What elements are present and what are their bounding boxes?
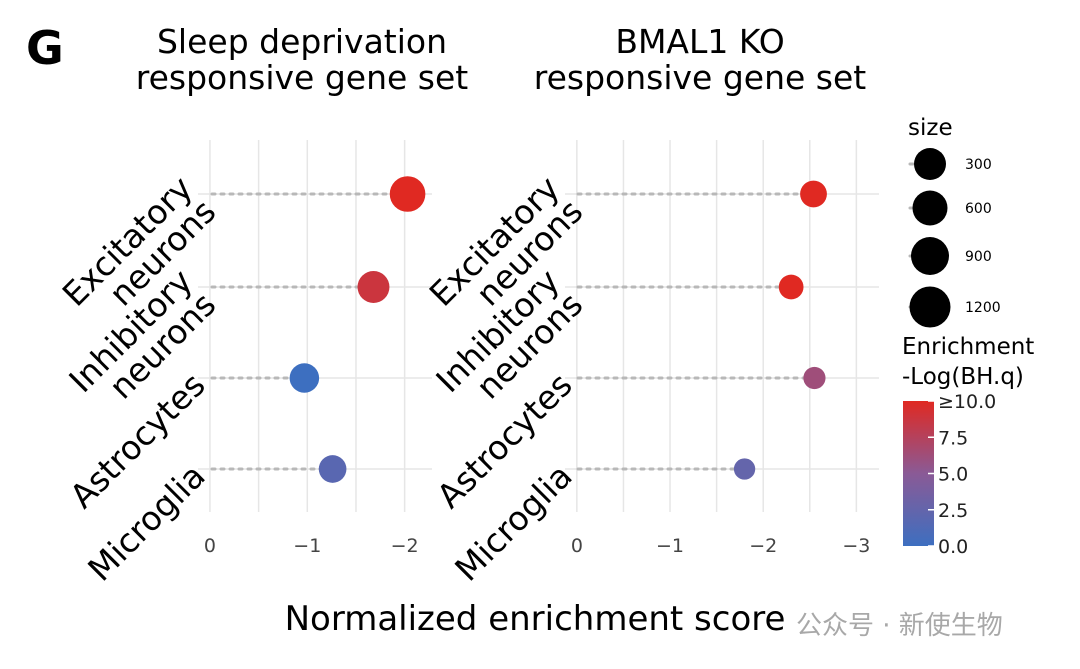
size-legend-key xyxy=(909,286,951,328)
data-point xyxy=(733,458,756,480)
size-legend-key xyxy=(911,237,949,275)
x-tick-labels: 0 −1 −2 −3 xyxy=(571,535,871,557)
data-point xyxy=(778,274,804,300)
data-marks xyxy=(210,176,426,483)
colorbar-tick-label: 7.5 xyxy=(938,427,968,449)
color-legend: Enrichment -Log(BH.q) 0.0 2.5 5.0 7.5 ≥10.0 xyxy=(902,334,1034,558)
x-tick-label: 0 xyxy=(204,535,216,557)
size-legend-label: 600 xyxy=(965,201,992,217)
y-category-labels: ExcitatoryneuronsInhibitoryneuronsAstroc… xyxy=(422,168,591,588)
color-legend-title-line-2: -Log(BH.q) xyxy=(902,364,1024,390)
colorbar-tick-label: 2.5 xyxy=(938,500,968,522)
size-legend-label: 1200 xyxy=(965,300,1001,316)
chart-title-line-2: responsive gene set xyxy=(136,58,469,97)
color-legend-title-line-1: Enrichment xyxy=(902,334,1034,360)
chart-title-line-2: responsive gene set xyxy=(534,58,867,97)
x-tick-label: 0 xyxy=(571,535,583,557)
data-point xyxy=(803,366,826,390)
size-legend-label: 900 xyxy=(965,249,992,265)
data-marks xyxy=(576,180,827,480)
size-legend: size 300 600 900 1200 xyxy=(908,115,1001,328)
colorbar-tick-label: ≥10.0 xyxy=(938,391,996,413)
colorbar-tick-label: 5.0 xyxy=(938,464,968,486)
x-tick-labels: 0 −1 −2 xyxy=(204,535,419,557)
x-tick-label: −1 xyxy=(656,535,684,557)
x-tick-label: −2 xyxy=(749,535,777,557)
chart-panel-bmal1-ko: BMAL1 KO responsive gene set 0 −1 −2 −3 Exc… xyxy=(422,22,879,589)
size-legend-key xyxy=(914,148,946,180)
y-category-labels: ExcitatoryneuronsInhibitoryneuronsAstroc… xyxy=(55,168,224,588)
x-axis-label: Normalized enrichment score xyxy=(285,599,786,639)
data-point xyxy=(389,176,426,212)
x-tick-label: −1 xyxy=(293,535,321,557)
size-legend-title: size xyxy=(908,115,953,141)
gridlines xyxy=(565,140,879,512)
x-tick-label: −2 xyxy=(391,535,419,557)
chart-title-line-1: BMAL1 KO xyxy=(615,22,784,61)
x-tick-label: −3 xyxy=(842,535,870,557)
data-point xyxy=(289,363,320,393)
colorbar-tick-label: 0.0 xyxy=(938,536,968,558)
size-legend-label: 300 xyxy=(965,157,992,173)
data-point xyxy=(800,180,827,208)
size-legend-key xyxy=(912,190,948,226)
chart-title-line-1: Sleep deprivation xyxy=(157,22,447,61)
chart-panel-sleep-deprivation: Sleep deprivation responsive gene set 0 −… xyxy=(55,22,469,589)
panel-letter: G xyxy=(26,21,64,75)
data-point xyxy=(357,271,390,303)
data-point xyxy=(318,455,347,483)
watermark: 公众号 · 新使生物 xyxy=(796,611,1003,641)
